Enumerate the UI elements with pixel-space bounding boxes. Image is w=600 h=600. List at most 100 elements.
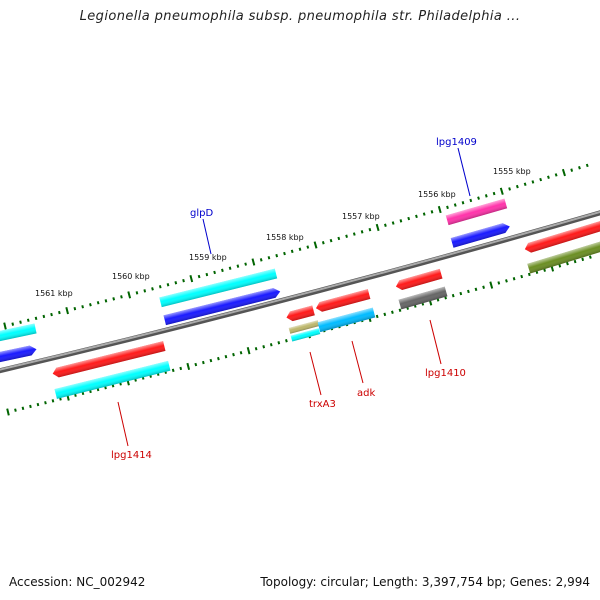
minor-tick xyxy=(213,270,216,275)
gene-feature[interactable] xyxy=(163,287,282,326)
minor-tick xyxy=(11,322,15,326)
gene-label-glpD[interactable]: glpD xyxy=(190,208,213,219)
gene-feature[interactable] xyxy=(523,219,600,254)
minor-tick xyxy=(290,249,294,254)
minor-tick xyxy=(459,291,463,296)
minor-tick xyxy=(581,257,585,262)
minor-tick xyxy=(505,279,508,283)
minor-tick xyxy=(422,212,426,216)
minor-tick xyxy=(578,166,581,170)
minor-tick xyxy=(285,339,288,343)
gene-feature[interactable] xyxy=(288,320,320,334)
minor-tick xyxy=(512,277,516,281)
gene-feature[interactable] xyxy=(450,222,511,248)
tick-label-1555: 1555 kbp xyxy=(493,167,531,176)
minor-tick xyxy=(81,305,84,309)
major-tick xyxy=(65,306,69,315)
minor-tick xyxy=(585,163,589,168)
minor-tick xyxy=(383,312,387,317)
minor-tick xyxy=(50,312,53,317)
minor-tick xyxy=(321,241,325,245)
major-tick xyxy=(3,322,7,330)
label-leaders xyxy=(117,147,471,447)
minor-tick xyxy=(205,272,209,277)
minor-tick xyxy=(588,255,592,259)
minor-tick xyxy=(239,351,243,355)
gene-feature[interactable] xyxy=(290,328,321,342)
minor-tick xyxy=(352,232,356,236)
tick-label-1556: 1556 kbp xyxy=(418,190,456,199)
minor-tick xyxy=(508,187,511,191)
minor-tick xyxy=(182,278,185,283)
minor-tick xyxy=(283,251,286,256)
minor-tick xyxy=(51,399,55,403)
minor-tick xyxy=(360,230,364,234)
minor-tick xyxy=(158,285,162,289)
minor-tick xyxy=(267,256,271,260)
minor-tick xyxy=(469,198,473,203)
gene-feature[interactable] xyxy=(0,323,37,343)
major-tick xyxy=(489,281,494,289)
minor-tick xyxy=(484,194,488,198)
minor-tick xyxy=(221,268,224,273)
minor-tick xyxy=(451,293,455,298)
major-tick xyxy=(499,187,504,195)
gene-feature[interactable] xyxy=(51,341,166,379)
minor-tick xyxy=(143,289,147,293)
gene-feature[interactable] xyxy=(398,286,448,310)
features-strand-inner xyxy=(51,268,448,399)
minor-tick xyxy=(461,201,465,205)
major-tick xyxy=(313,241,318,249)
minor-tick xyxy=(120,295,123,299)
gene-feature[interactable] xyxy=(54,360,171,399)
gene-label-lpg1409[interactable]: lpg1409 xyxy=(436,137,477,148)
major-tick xyxy=(251,258,256,266)
minor-tick xyxy=(194,362,198,367)
gene-feature[interactable] xyxy=(445,198,508,226)
minor-tick xyxy=(558,264,562,268)
minor-tick xyxy=(19,320,22,324)
gene-feature[interactable] xyxy=(159,268,278,308)
minor-tick xyxy=(73,306,77,311)
minor-tick xyxy=(547,175,550,179)
gene-feature[interactable] xyxy=(0,344,38,364)
minor-tick xyxy=(539,177,543,182)
minor-tick xyxy=(112,297,116,301)
minor-tick xyxy=(217,356,220,361)
minor-tick xyxy=(329,238,333,243)
minor-tick xyxy=(224,354,228,359)
tick-label-1558: 1558 kbp xyxy=(266,233,304,242)
minor-tick xyxy=(573,259,577,264)
minor-tick xyxy=(96,301,100,305)
minor-tick xyxy=(520,274,524,279)
gene-label-lpg1410[interactable]: lpg1410 xyxy=(425,368,466,379)
major-tick xyxy=(127,291,132,299)
minor-tick xyxy=(36,402,40,407)
gene-label-adk[interactable]: adk xyxy=(357,388,375,399)
minor-tick xyxy=(492,191,496,196)
minor-tick xyxy=(21,406,25,411)
genome-summary: Topology: circular; Length: 3,397,754 bp… xyxy=(260,575,590,589)
tick-label-1561: 1561 kbp xyxy=(35,289,73,298)
major-tick xyxy=(246,347,251,355)
gene-feature[interactable] xyxy=(395,268,443,292)
minor-tick xyxy=(228,266,232,270)
minor-tick xyxy=(29,404,32,409)
minor-tick xyxy=(42,314,46,319)
minor-tick xyxy=(254,347,258,351)
gene-label-lpg1414[interactable]: lpg1414 xyxy=(111,450,152,461)
gene-labels: glpD lpg1409 lpg1414 trxA3 adk lpg1410 xyxy=(111,137,477,461)
gene-label-trxA3[interactable]: trxA3 xyxy=(309,399,336,410)
gene-feature[interactable] xyxy=(527,239,600,274)
minor-tick xyxy=(277,341,281,345)
minor-tick xyxy=(202,360,205,365)
gene-feature[interactable] xyxy=(285,305,315,323)
major-tick xyxy=(186,362,191,371)
minor-tick xyxy=(275,253,279,258)
gene-feature[interactable] xyxy=(317,307,376,333)
gene-feature[interactable] xyxy=(315,289,371,313)
major-tick xyxy=(375,223,380,232)
minor-tick xyxy=(515,184,519,189)
features-strand-forward-outer xyxy=(0,219,600,364)
major-tick xyxy=(189,274,194,283)
